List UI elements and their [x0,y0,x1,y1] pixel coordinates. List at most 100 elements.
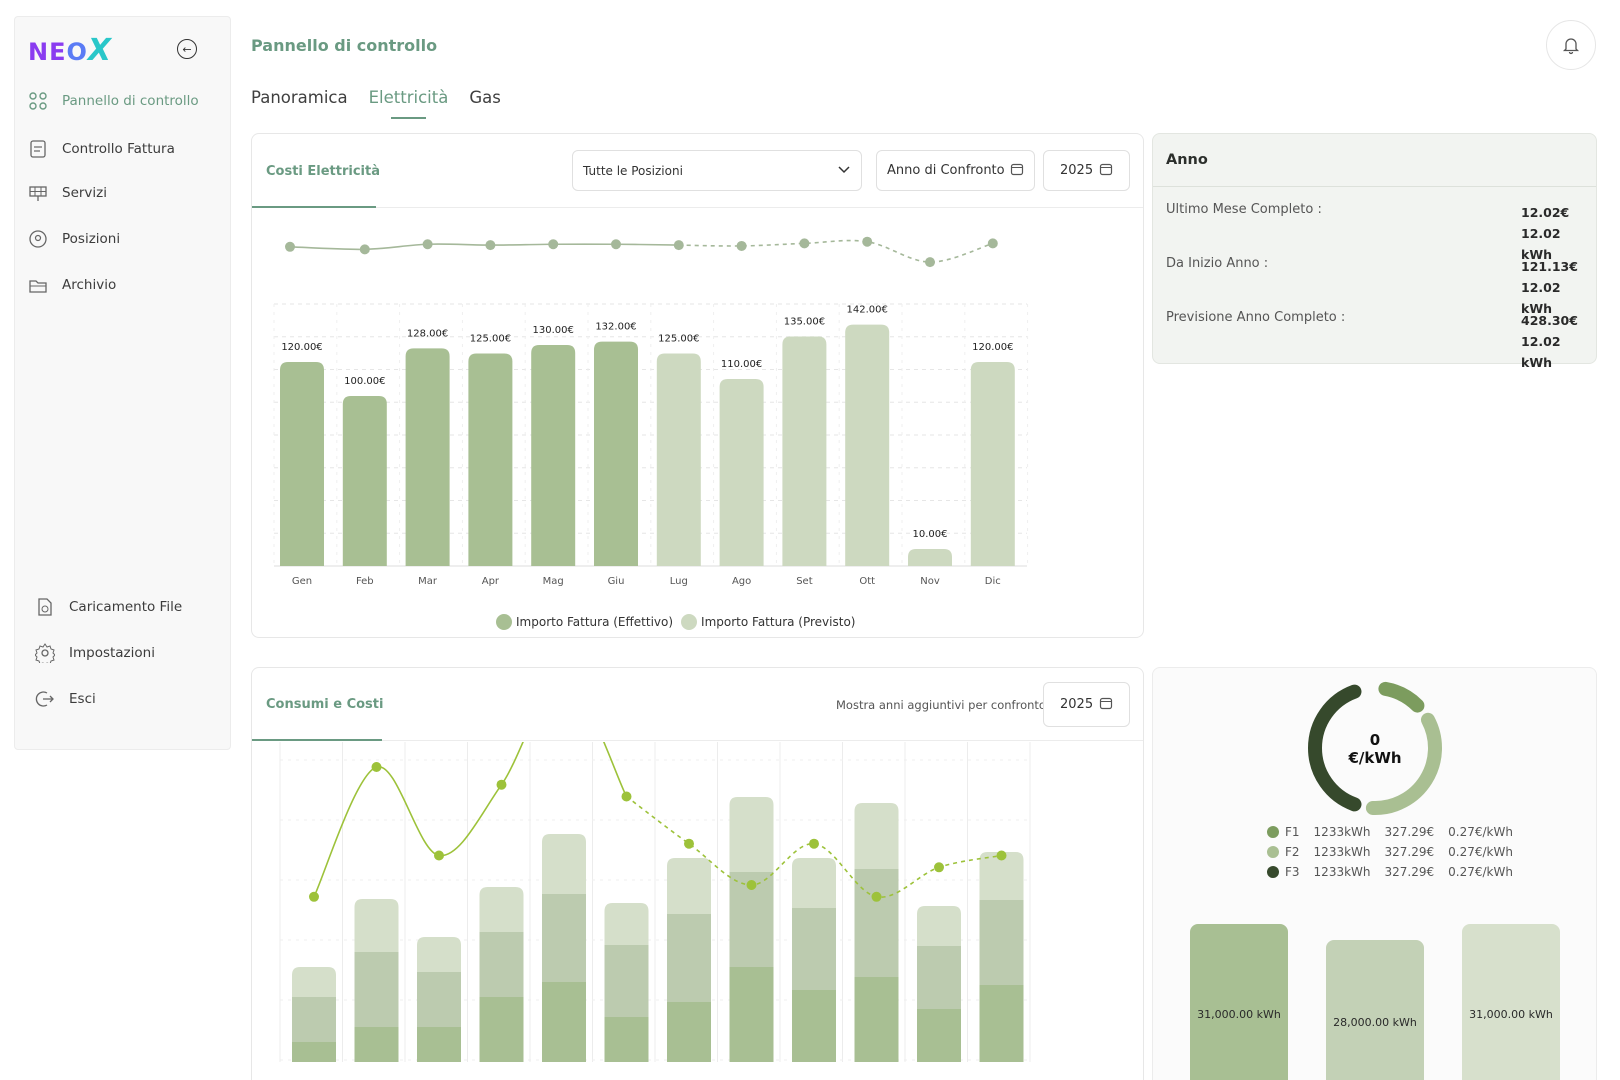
bar-mag [531,345,576,566]
tariff-kwh: 1233kWh [1313,865,1371,879]
stack-segment [792,990,836,1062]
stack-segment [417,972,461,1027]
x-tick-label: Apr [482,576,500,587]
x-tick-label: Mag [543,576,564,587]
legend-item-previsto[interactable]: Importo Fattura (Previsto) [681,614,855,630]
tab-bar: Panoramica Elettricità Gas [251,88,501,119]
logo-text-o: O [66,38,88,66]
stack-segment [854,869,899,977]
stack-segment [729,797,774,872]
kwh-bar-label: 31,000.00 kWh [1197,1007,1281,1021]
data-label: 110.00€ [721,359,762,370]
sidebar: NEOX ← Pannello di controllo Controllo F… [14,16,231,750]
data-label: 130.00€ [533,325,574,336]
sidebar-item-impostazioni[interactable]: Impostazioni [35,643,155,663]
data-label: 135.00€ [784,317,825,328]
stack-segment [667,1002,711,1062]
year-value: 2025 [1060,697,1094,712]
sidebar-item-pannello[interactable]: Pannello di controllo [28,91,199,111]
consumption-point [746,880,757,890]
tariff-cost: 327.29€ [1384,865,1435,879]
x-tick-label: Feb [356,576,374,587]
sidebar-item-posizioni[interactable]: Posizioni [28,229,120,249]
legend-label: Importo Fattura (Previsto) [701,615,856,629]
data-label: 125.00€ [658,334,699,345]
bar-giu [594,341,638,566]
consumption-point [996,850,1007,861]
consumption-point [621,791,632,802]
legend-item-effettivo[interactable]: Importo Fattura (Effettivo) [496,614,673,630]
anno-row: Da Inizio Anno : 121.13€ 12.02 kWh [1166,256,1583,319]
notification-bell-icon[interactable] [1546,20,1596,70]
neox-logo[interactable]: NEOX [28,33,112,68]
anno-row-kwh: 12.02 kWh [1521,334,1561,370]
bar-nov [908,549,952,566]
consumption-point [371,762,382,772]
data-label: 120.00€ [972,342,1013,353]
kwh-bar-2: 28,000.00 kWh [1326,940,1424,1080]
tariff-donut-chart: 0 €/kWh [1308,681,1442,815]
kwh-bar-label: 31,000.00 kWh [1469,1007,1553,1021]
trend-point [548,239,559,250]
tab-gas[interactable]: Gas [469,88,501,107]
consumption-point [434,850,444,861]
stack-segment [417,1027,461,1062]
costs-bar-chart: 120.00€ Gen 100.00€ Feb 128.00€ Mar 125.00€ Apr… [273,236,1029,587]
anno-row: Previsione Anno Completo : 428.30€ 12.02 … [1166,310,1583,373]
anno-row-label: Ultimo Mese Completo : [1166,202,1322,217]
year-value: 2025 [1060,163,1094,178]
anno-row-label: Previsione Anno Completo : [1166,310,1346,325]
sidebar-item-archivio[interactable]: Archivio [28,275,116,295]
consumption-card: Consumi e Costi Mostra anni aggiuntivi p… [251,667,1144,1080]
data-label: 125.00€ [470,334,511,345]
logo-text-ne: NE [28,38,67,66]
stack-segment [917,906,961,946]
tab-panoramica[interactable]: Panoramica [251,88,348,107]
consumption-line-actual [313,742,628,898]
sidebar-item-esci[interactable]: Esci [35,689,96,709]
consumption-point [309,891,319,902]
bar-gen [280,362,324,566]
stack-segment [479,997,524,1062]
calendar-icon [1099,696,1113,714]
x-tick-label: Set [796,576,813,587]
sidebar-item-label: Controllo Fattura [62,141,175,157]
year-picker[interactable]: 2025 [1043,150,1130,191]
tab-elettricita[interactable]: Elettricità [369,88,448,119]
consumption-point [684,838,694,849]
kwh-bar-3: 31,000.00 kWh [1462,924,1560,1080]
tariff-name: F3 [1285,865,1300,879]
trend-point [925,257,935,268]
anno-row-kwh: 12.02 kWh [1521,226,1561,262]
anno-row: Ultimo Mese Completo : 12.02€ 12.02 kWh [1166,202,1583,265]
stack-segment [354,899,399,952]
stack-segment [792,858,836,908]
compare-years-text[interactable]: Mostra anni aggiuntivi per confronto [836,698,1046,712]
legend-label: Importo Fattura (Effettivo) [516,615,674,629]
stack-segment [667,858,711,914]
collapse-sidebar-icon[interactable]: ← [177,39,197,59]
costs-card: Costi Elettricità Tutte le Posizioni Ann… [251,133,1144,638]
donut-center-value: 0 [1370,731,1380,749]
x-tick-label: Ott [859,576,875,587]
gear-icon [35,643,55,663]
sidebar-item-controllo-fattura[interactable]: Controllo Fattura [28,139,175,159]
consumption-year-picker[interactable]: 2025 [1043,682,1130,727]
kwh-bar-1: 31,000.00 kWh [1190,924,1288,1080]
upload-file-icon [35,597,55,617]
bar-lug [656,353,701,566]
solar-panel-icon [28,183,48,203]
trend-point [987,238,998,249]
sidebar-item-servizi[interactable]: Servizi [28,183,107,203]
positions-select[interactable]: Tutte le Posizioni [572,150,862,191]
stack-segment [979,900,1024,985]
x-tick-label: Mar [418,576,438,587]
sidebar-item-label: Impostazioni [69,645,155,661]
consumption-point [934,862,944,873]
sidebar-item-caricamento-file[interactable]: Caricamento File [35,597,182,617]
stack-segment [417,937,461,972]
data-label: 100.00€ [344,376,385,387]
tariff-legend: F1 1233kWh 327.29€ 0.27€/kWh F2 1233kWh 327.2… [1267,822,1513,882]
tariff-rate: 0.27€/kWh [1448,865,1513,879]
compare-year-picker[interactable]: Anno di Confronto [876,150,1035,191]
